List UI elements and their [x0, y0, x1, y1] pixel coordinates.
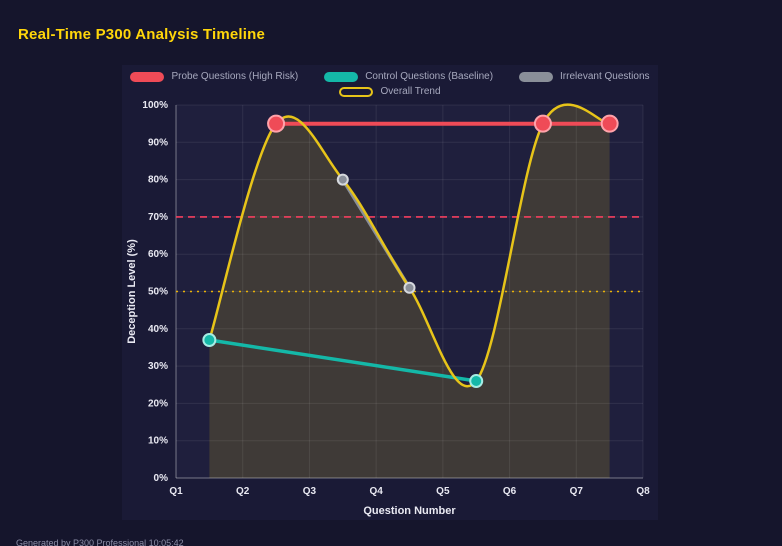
x-tick-label: Q3: [303, 486, 317, 497]
y-tick-label: 30%: [148, 361, 168, 372]
legend-row: Probe Questions (High Risk) Control Quest…: [130, 71, 650, 82]
data-point[interactable]: [469, 374, 484, 389]
y-tick-label: 20%: [148, 398, 168, 409]
legend-label: Irrelevant Questions: [560, 71, 650, 82]
y-tick-label: 90%: [148, 137, 168, 148]
legend-label: Probe Questions (High Risk): [171, 71, 299, 82]
x-tick-label: Q2: [236, 486, 250, 497]
y-tick-label: 50%: [148, 287, 168, 298]
x-tick-label: Q1: [169, 486, 183, 497]
chart-panel: Probe Questions (High Risk) Control Quest…: [122, 65, 658, 520]
x-tick-label: Q4: [369, 486, 383, 497]
legend-swatch: [339, 86, 374, 97]
footer-note: Generated by P300 Professional 10:05:42: [16, 538, 184, 546]
legend-item-3[interactable]: Overall Trend: [339, 86, 441, 97]
y-tick-label: 40%: [148, 324, 168, 335]
y-tick-label: 0%: [154, 473, 169, 484]
legend-swatch: [519, 71, 554, 82]
data-point[interactable]: [533, 114, 552, 133]
series-line-1: [207, 338, 478, 383]
data-point[interactable]: [202, 332, 217, 347]
legend-item-0[interactable]: Probe Questions (High Risk): [130, 71, 298, 82]
y-axis-title: Deception Level (%): [126, 239, 138, 344]
data-point[interactable]: [403, 281, 416, 294]
legend-label: Control Questions (Baseline): [365, 71, 494, 82]
legend-swatch: [130, 71, 165, 82]
p300-timeline-chart[interactable]: 0% 10% 20% 30% 40% 50% 60% 70% 80% 90% 100% Q1 Q2 Q3 Q…: [122, 99, 658, 520]
data-point[interactable]: [336, 173, 349, 186]
y-tick-label: 80%: [148, 175, 168, 186]
legend-swatch: [324, 71, 359, 82]
y-tick-label: 60%: [148, 249, 168, 260]
y-tick-label: 100%: [142, 100, 168, 111]
chart-legend: Probe Questions (High Risk) Control Quest…: [122, 71, 658, 97]
x-tick-label: Q7: [570, 486, 584, 497]
page-title: Real-Time P300 Analysis Timeline: [18, 26, 266, 43]
y-tick-label: 10%: [148, 436, 168, 447]
x-tick-label: Q5: [436, 486, 450, 497]
x-tick-label: Q6: [503, 486, 517, 497]
data-point[interactable]: [267, 114, 286, 133]
data-point[interactable]: [600, 114, 619, 133]
x-axis-title: Question Number: [363, 505, 456, 517]
y-tick-label: 70%: [148, 212, 168, 223]
legend-item-2[interactable]: Irrelevant Questions: [519, 71, 650, 82]
legend-label: Overall Trend: [380, 86, 441, 97]
x-tick-label: Q8: [636, 486, 650, 497]
legend-row: Overall Trend: [339, 86, 441, 97]
legend-item-1[interactable]: Control Questions (Baseline): [324, 71, 493, 82]
